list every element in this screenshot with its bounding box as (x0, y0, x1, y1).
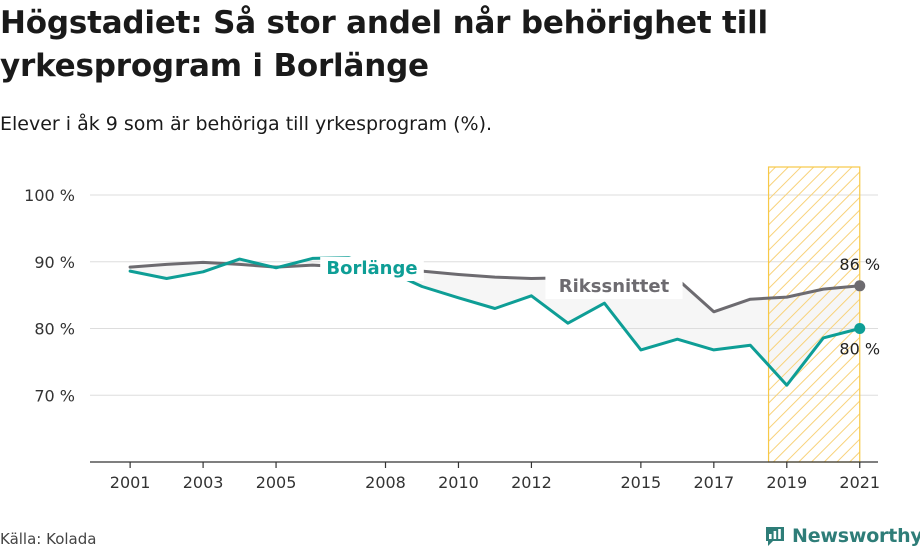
x-tick-label: 2001 (110, 473, 151, 492)
y-tick-label: 100 % (24, 186, 75, 205)
highlight-zone (767, 166, 861, 463)
chart-title: Högstadiet: Så stor andel når behörighet… (0, 5, 768, 84)
y-tick-label: 70 % (34, 386, 75, 405)
series-lines (128, 256, 866, 387)
y-axis-labels: 70 % 80 % 90 % 100 % (24, 186, 75, 405)
borlange-line (128, 256, 862, 387)
borlange-line-end-point (854, 323, 866, 335)
x-tick-label: 2021 (839, 473, 880, 492)
brand-name: Newsworthy (792, 525, 920, 547)
chart-subtitle: Elever i åk 9 som är behöriga till yrkes… (0, 113, 493, 135)
borlange-end-label: 80 % (839, 340, 880, 359)
x-tick-label: 2019 (766, 473, 807, 492)
y-tick-label: 90 % (34, 253, 75, 272)
rikssnittet-series-label-bg (545, 275, 683, 299)
borlange-series-label-bg (320, 257, 424, 281)
newsworthy-logo-icon (766, 527, 784, 546)
x-tick-label: 2010 (438, 473, 479, 492)
x-axis (90, 461, 878, 468)
source-note: Källa: Kolada (0, 530, 97, 548)
x-tick-label: 2012 (511, 473, 552, 492)
series-labels: Borlänge Rikssnittet 86 % 80 % (320, 255, 880, 359)
borlange-series-label: Borlänge (326, 258, 417, 279)
y-tick-label: 80 % (34, 320, 75, 339)
rikssnittet-series-label: Rikssnittet (559, 276, 670, 297)
rikssnittet-line-end-point (854, 280, 866, 292)
rikssnittet-line (128, 260, 862, 314)
x-tick-label: 2017 (693, 473, 734, 492)
x-tick-label: 2015 (621, 473, 662, 492)
brand-logo-block: Newsworthy (764, 520, 920, 552)
x-tick-label: 2003 (183, 473, 224, 492)
highlight-rect (767, 166, 861, 463)
gridlines (90, 194, 878, 396)
x-axis-labels: 2001 2003 2005 2008 2010 2012 2015 2017 2019 2021 (110, 473, 880, 492)
x-tick-label: 2008 (365, 473, 406, 492)
x-tick-label: 2005 (256, 473, 297, 492)
rikssnittet-end-label: 86 % (839, 255, 880, 274)
